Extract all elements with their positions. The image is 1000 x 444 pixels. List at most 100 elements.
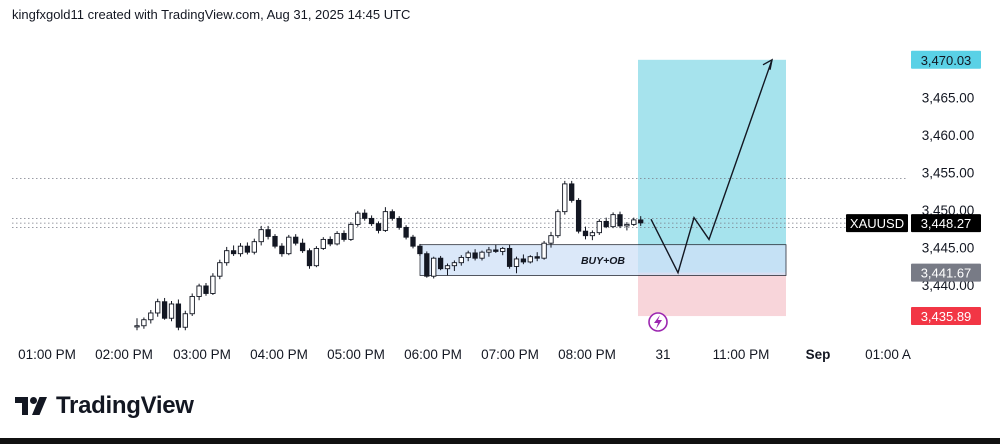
candles-layer xyxy=(134,180,644,331)
price-tag-alt xyxy=(911,263,981,282)
time-tick-label: 06:00 PM xyxy=(404,347,462,362)
candle-body xyxy=(224,250,230,264)
candle-body xyxy=(244,245,251,253)
candle-body xyxy=(348,223,354,240)
candle-body xyxy=(286,236,292,255)
time-tick-label: Sep xyxy=(806,347,831,362)
candle-body xyxy=(313,247,320,267)
candle-body xyxy=(279,245,285,255)
time-tick-label: 08:00 PM xyxy=(558,347,616,362)
time-tick-label: 04:00 PM xyxy=(250,347,308,362)
order-block-label: BUY+OB xyxy=(581,255,625,267)
candle-body xyxy=(603,220,609,228)
candle-body xyxy=(141,319,147,327)
candle-body xyxy=(210,275,216,294)
candle-body xyxy=(562,183,568,213)
tradingview-logo-icon xyxy=(15,397,47,415)
candle-body xyxy=(513,258,520,267)
candle-body xyxy=(437,257,444,270)
projection-layer xyxy=(648,58,773,332)
tradingview-logo: TradingView xyxy=(14,392,194,420)
candle-body xyxy=(306,250,313,267)
candle-body xyxy=(541,242,547,259)
candle-body xyxy=(251,241,257,253)
time-tick-label: 11:00 PM xyxy=(713,347,770,362)
candle-body xyxy=(638,219,644,224)
candle-body xyxy=(486,249,492,253)
candle-body xyxy=(451,262,458,267)
candle-body xyxy=(196,285,202,297)
candle-body xyxy=(148,312,154,321)
candle-body xyxy=(134,325,140,328)
candle-body xyxy=(396,217,402,228)
tradingview-logo-text: TradingView xyxy=(56,392,194,419)
candle-body xyxy=(569,183,575,201)
candle-body xyxy=(624,223,630,227)
price-tag-stop xyxy=(911,307,981,326)
chart-attribution-header: kingfxgold11 created with TradingView.co… xyxy=(12,7,411,22)
price-tick-label: 3,445.00 xyxy=(922,241,975,256)
candle-body xyxy=(589,232,596,237)
price-tick-label: 3,465.00 xyxy=(922,91,975,106)
price-tag-label: 3,441.67 xyxy=(921,266,972,281)
price-tick-label: 3,440.00 xyxy=(922,278,975,293)
candle-body xyxy=(458,256,464,264)
candle-body xyxy=(534,256,540,259)
bottom-border xyxy=(0,438,1000,444)
candle-body xyxy=(596,220,602,234)
candle-body xyxy=(168,303,175,319)
candle-body xyxy=(355,212,361,225)
price-tick-label: 3,455.00 xyxy=(922,166,975,181)
candle-body xyxy=(527,256,533,263)
price-tags-layer: 3,470.03 3,448.27 XAUUSD 3,441.67 3,435.89 xyxy=(846,50,981,326)
price-tag-label: 3,448.27 xyxy=(921,216,972,231)
stop-zone xyxy=(638,272,786,317)
candle-body xyxy=(465,252,471,258)
time-tick-label: 07:00 PM xyxy=(481,347,539,362)
candle-body xyxy=(403,226,409,238)
candle-body xyxy=(389,211,395,219)
candle-body xyxy=(265,229,271,237)
candle-body xyxy=(161,301,168,319)
candle-body xyxy=(368,217,375,225)
projection-arrowhead xyxy=(762,58,773,70)
time-tick-label: 31 xyxy=(655,347,670,362)
time-tick-label: 01:00 PM xyxy=(18,347,76,362)
candle-body xyxy=(410,236,416,247)
price-tag-current xyxy=(911,214,981,233)
candle-body xyxy=(362,212,368,219)
candle-body xyxy=(217,262,223,277)
candle-body xyxy=(548,235,554,244)
price-tag-target xyxy=(911,50,981,69)
time-tick-label: 02:00 PM xyxy=(95,347,153,362)
candle-body xyxy=(617,214,623,227)
candle-body xyxy=(479,251,485,259)
time-tick-label: 05:00 PM xyxy=(327,347,385,362)
symbol-tag xyxy=(846,214,908,233)
candle-body xyxy=(382,211,389,231)
price-tick-label: 3,460.00 xyxy=(922,128,975,143)
candle-body xyxy=(500,247,506,252)
target-zone xyxy=(638,59,786,273)
candle-body xyxy=(520,258,527,263)
time-axis: 01:00 PM 02:00 PM 03:00 PM 04:00 PM 05:00 PM… xyxy=(18,347,911,362)
projection-path xyxy=(650,59,773,275)
candle-body xyxy=(155,301,161,314)
candle-body xyxy=(582,230,589,237)
candle-body xyxy=(631,219,637,225)
time-tick-label: 03:00 PM xyxy=(173,347,231,362)
candle-body xyxy=(327,238,333,245)
price-tag-label: 3,470.03 xyxy=(921,53,972,68)
candle-body xyxy=(293,236,299,244)
candle-body xyxy=(493,249,499,252)
candle-body xyxy=(444,265,451,270)
candle-body xyxy=(334,232,340,245)
candle-body xyxy=(555,211,561,237)
symbol-tag-label: XAUUSD xyxy=(850,216,904,231)
candle-body xyxy=(575,199,582,232)
candle-body xyxy=(258,229,264,243)
lightning-bolt-glyph xyxy=(654,315,662,329)
dotted-levels-layer xyxy=(12,178,908,228)
candle-body xyxy=(230,250,237,255)
